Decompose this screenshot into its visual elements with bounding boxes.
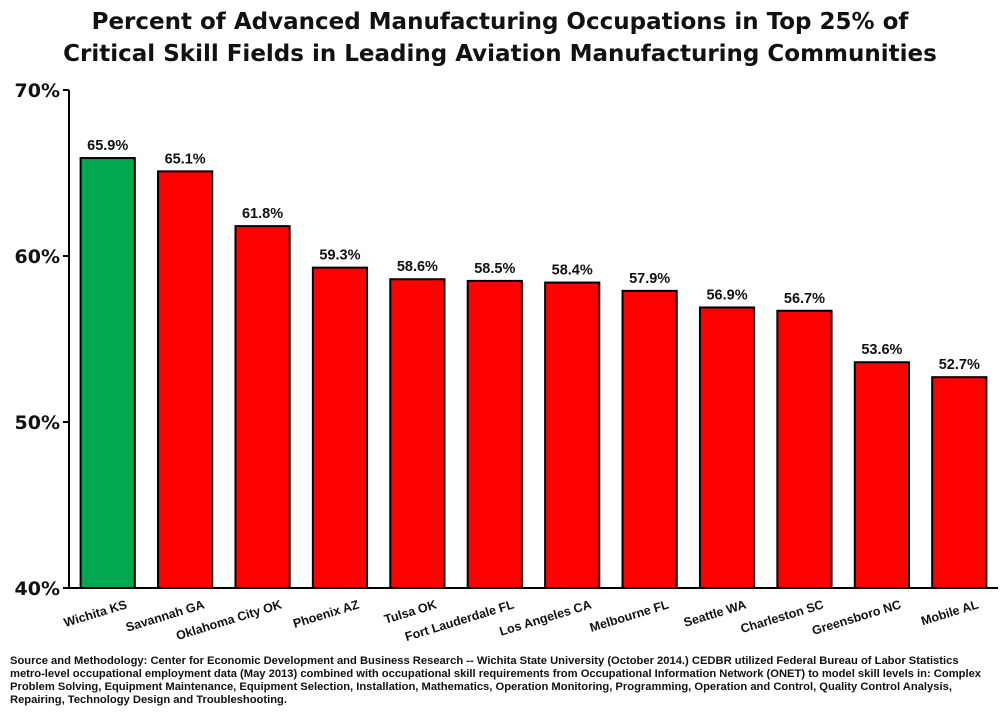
category-label: Wichita KS	[62, 597, 128, 629]
y-tick-label: 50%	[15, 412, 60, 434]
category-label: Phoenix AZ	[291, 597, 361, 630]
bar	[776, 309, 833, 589]
bar	[466, 279, 523, 589]
chart-title-line-1: Percent of Advanced Manufacturing Occupa…	[91, 9, 909, 35]
data-label: 59.3%	[319, 248, 360, 264]
y-tick-label: 70%	[15, 80, 60, 102]
data-label: 58.6%	[397, 259, 438, 275]
category-label: Mobile AL	[919, 597, 980, 628]
data-label: 58.5%	[474, 261, 515, 277]
bar	[931, 376, 988, 589]
data-label: 57.9%	[629, 271, 670, 287]
chart-title: Percent of Advanced Manufacturing Occupa…	[0, 6, 1000, 70]
data-label: 58.4%	[552, 263, 593, 279]
bar	[621, 289, 678, 589]
bar	[389, 278, 446, 589]
data-label: 65.1%	[165, 151, 206, 167]
data-label: 65.9%	[87, 138, 128, 154]
data-label: 61.8%	[242, 206, 283, 222]
data-label: 56.7%	[784, 291, 825, 307]
data-label: 53.6%	[861, 342, 902, 358]
bar	[698, 306, 756, 589]
chart-title-line-2: Critical Skill Fields in Leading Aviatio…	[63, 41, 937, 67]
source-note: Source and Methodology: Center for Econo…	[10, 655, 982, 706]
bar-chart: 40%50%60%70%65.9%Wichita KS65.1%Savannah…	[15, 80, 998, 644]
bar	[157, 170, 214, 589]
bar	[853, 361, 910, 589]
bar	[544, 281, 601, 589]
bar	[79, 157, 136, 589]
data-label: 56.9%	[706, 287, 747, 303]
bar	[234, 225, 291, 589]
y-tick-label: 40%	[15, 578, 60, 600]
data-label: 52.7%	[939, 357, 980, 373]
category-label: Greensboro NC	[810, 597, 902, 637]
category-label: Seattle WA	[682, 597, 748, 629]
category-label: Melbourne FL	[588, 597, 671, 634]
y-tick-label: 60%	[15, 246, 60, 268]
bar	[311, 266, 369, 589]
